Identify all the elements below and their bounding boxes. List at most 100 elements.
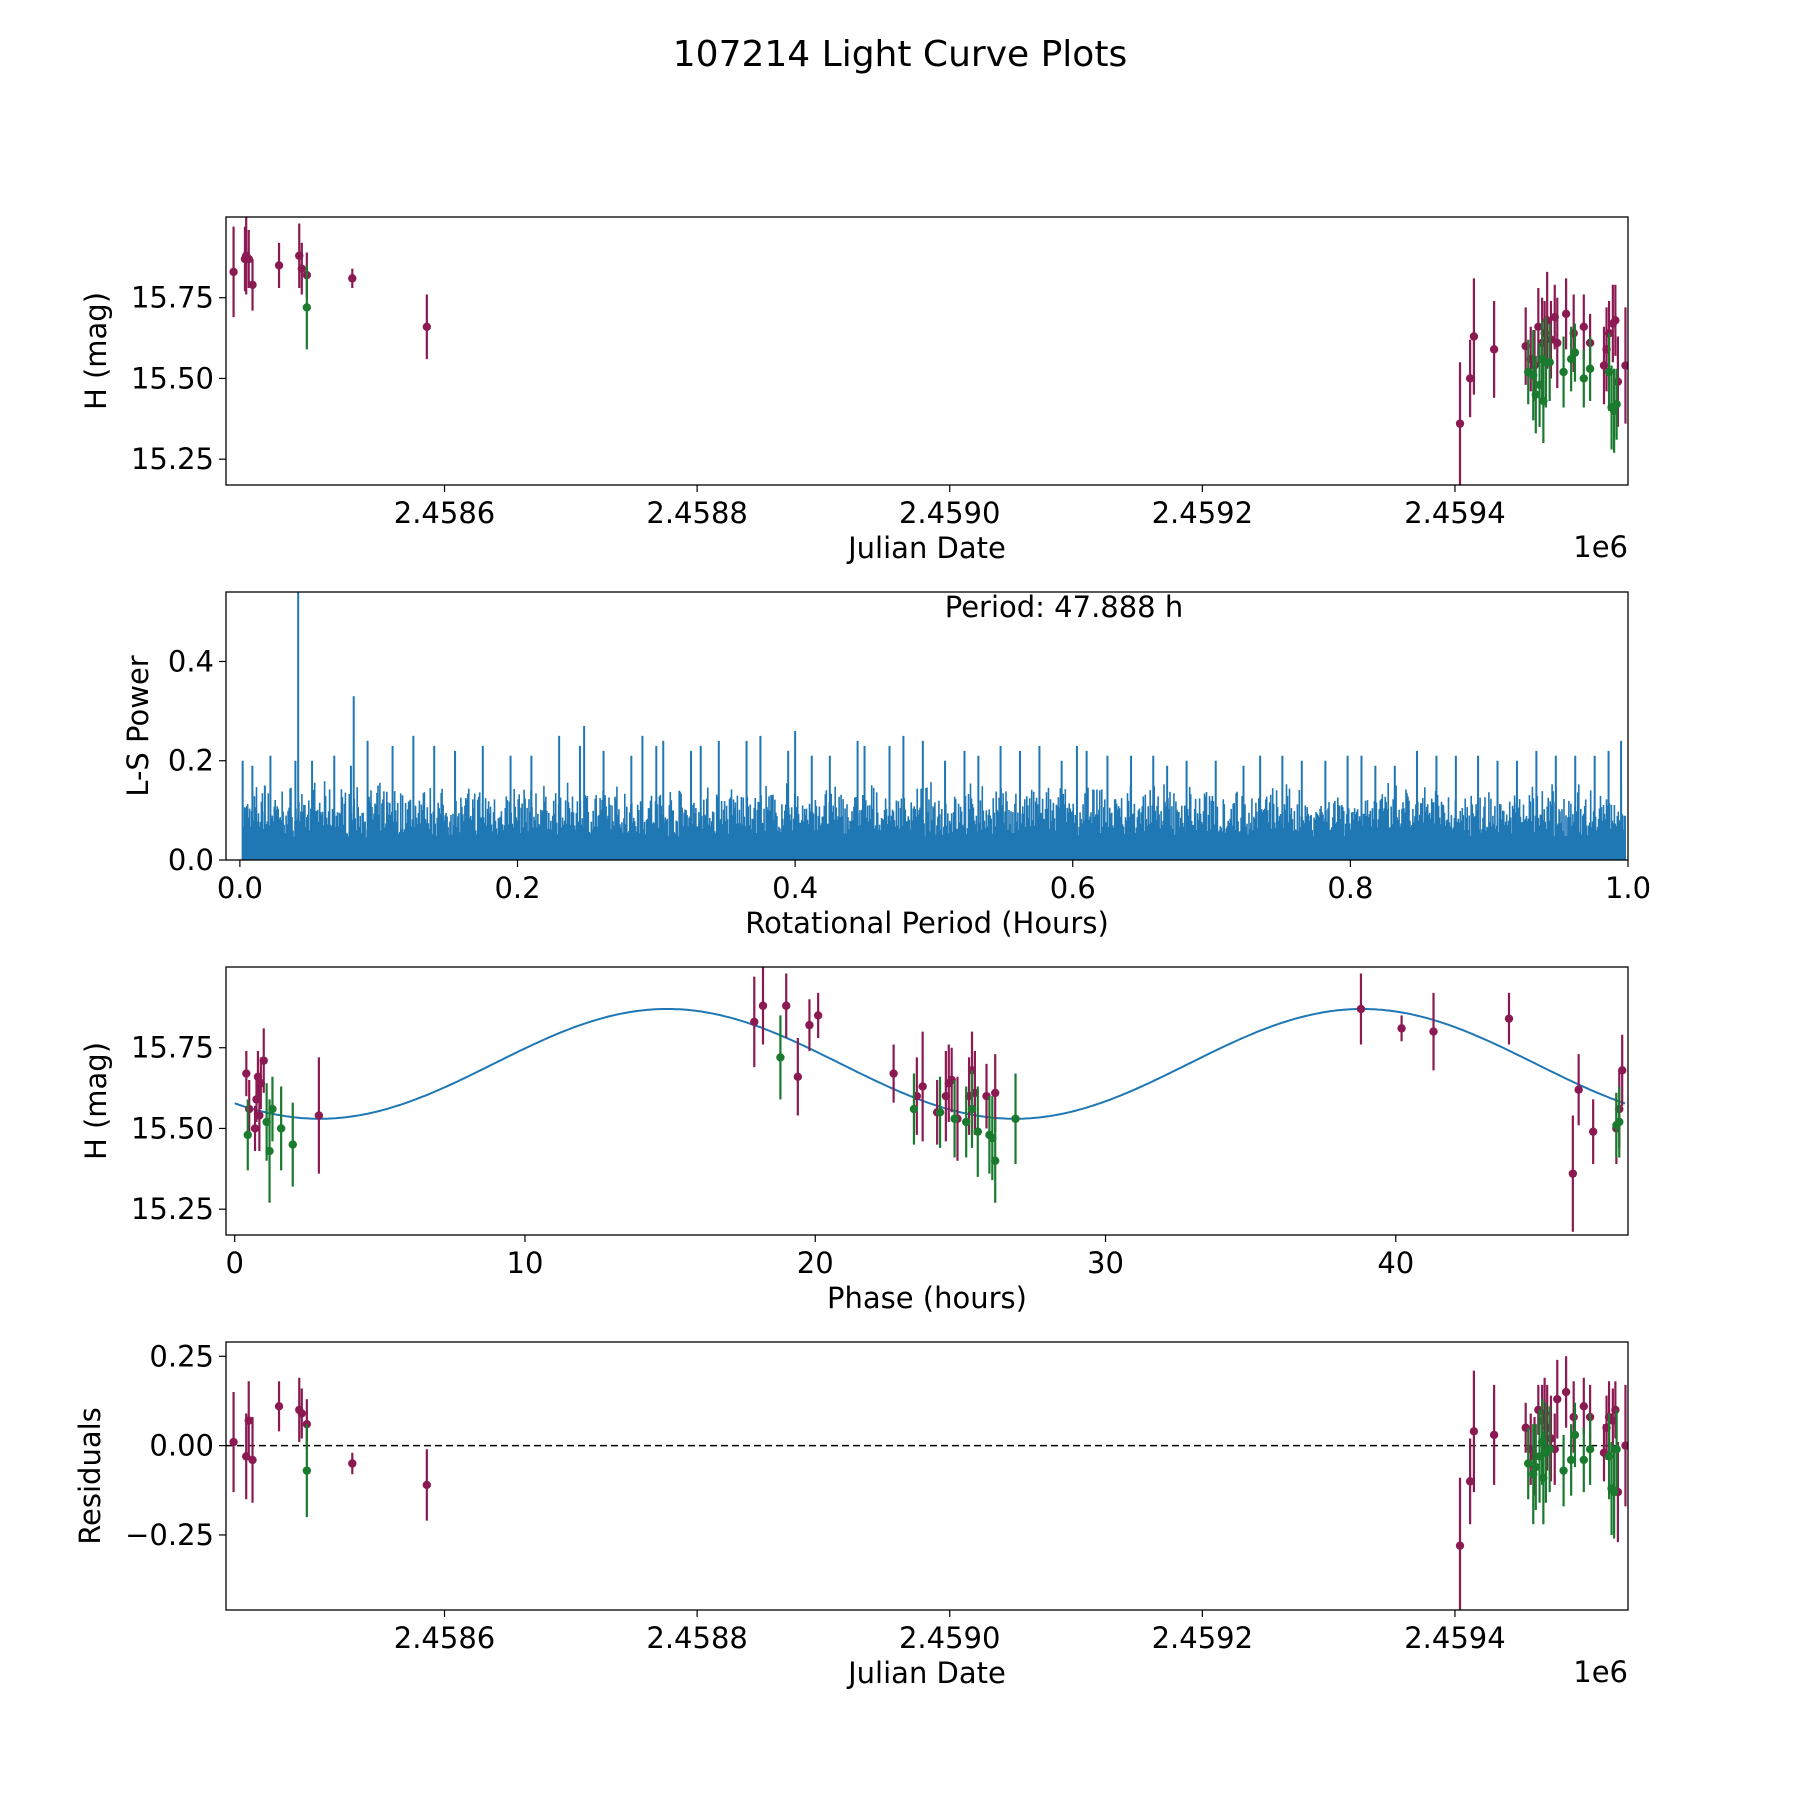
p2-x-tick-label: 0.2	[494, 871, 540, 905]
p3-point	[889, 1069, 898, 1078]
p3-point	[750, 1017, 759, 1027]
p4-point	[1465, 1477, 1475, 1486]
p1-point	[1469, 332, 1479, 341]
p2-y-tick-label: 0.0	[168, 843, 214, 877]
p4-point	[1611, 1405, 1620, 1415]
p1-point	[1585, 364, 1595, 373]
p4-point	[1469, 1427, 1479, 1436]
p4-point	[1579, 1402, 1588, 1411]
p1-point	[1465, 374, 1475, 383]
p1-point	[1489, 345, 1499, 354]
p3-point	[991, 1088, 1000, 1098]
p3-point	[967, 1104, 977, 1114]
p3-point	[758, 1001, 768, 1010]
p4-point	[1609, 1487, 1619, 1497]
p3-x-tick-label: 0	[225, 1246, 243, 1280]
p1-point	[1561, 309, 1571, 319]
panel-residuals: 2.4586 2.4588 2.4590 2.4592 2.4594 −0.25 0.00…	[73, 1339, 1629, 1690]
p1-x-ticks: 2.4586 2.4588 2.4590 2.4592 2.4594	[394, 485, 1506, 530]
p1-x-tick-label: 2.4590	[899, 496, 1000, 530]
p1-point	[348, 274, 357, 283]
p3-point	[1011, 1114, 1020, 1123]
p1-point	[302, 303, 312, 312]
p3-y-tick-label: 15.50	[131, 1111, 214, 1145]
p3-point	[259, 1056, 268, 1065]
p4-x-tick-label: 2.4588	[646, 1621, 747, 1655]
p3-x-tick-label: 20	[797, 1246, 834, 1280]
p4-point	[1621, 1441, 1628, 1450]
p4-y-ticks: −0.25 0.00 0.25	[125, 1339, 226, 1552]
p4-x-axis-label: Julian Date	[846, 1656, 1006, 1690]
p3-marks	[234, 967, 1627, 1232]
p3-point	[250, 1124, 260, 1133]
p3-point	[1504, 1014, 1514, 1023]
p2-x-tick-label: 0.0	[217, 871, 263, 905]
p4-point	[1524, 1459, 1533, 1468]
p1-point	[422, 322, 432, 331]
p4-point	[1545, 1445, 1554, 1454]
p3-point	[255, 1111, 264, 1120]
p4-point	[1579, 1455, 1588, 1465]
p2-spectrum-fill	[242, 837, 1626, 860]
p3-x-tick-label: 10	[507, 1246, 544, 1280]
p1-axes-frame	[225, 216, 1629, 486]
p1-y-tick-label: 15.25	[131, 442, 214, 476]
p3-point	[991, 1156, 1000, 1165]
p3-point	[1568, 1169, 1578, 1178]
p4-y-tick-label: 0.25	[149, 1339, 214, 1373]
p3-point	[1397, 1024, 1406, 1033]
p2-axes-frame	[225, 591, 1629, 861]
p1-point	[1553, 338, 1562, 348]
p3-x-tick-label: 30	[1087, 1246, 1124, 1280]
p3-y-ticks: 15.25 15.50 15.75	[131, 1031, 226, 1226]
p4-axes-frame	[225, 1341, 1629, 1611]
p1-point	[1570, 348, 1580, 357]
p4-point	[229, 1437, 238, 1447]
p3-point	[243, 1130, 252, 1140]
p1-y-ticks: 15.25 15.50 15.75	[131, 281, 226, 476]
p3-x-tick-label: 40	[1377, 1246, 1414, 1280]
p1-point	[1579, 374, 1588, 383]
p3-point	[813, 1011, 823, 1020]
p4-point	[1566, 1455, 1576, 1465]
p2-annotation: Period: 47.888 h	[945, 590, 1184, 624]
p3-point	[245, 1104, 254, 1114]
p4-point	[297, 1409, 306, 1418]
p2-x-axis-label: Rotational Period (Hours)	[745, 906, 1109, 940]
p3-y-tick-label: 15.75	[131, 1031, 214, 1065]
p2-x-tick-label: 0.6	[1050, 871, 1096, 905]
p3-point	[935, 1108, 945, 1117]
p1-point	[1545, 358, 1554, 367]
p1-x-axis-label: Julian Date	[846, 531, 1006, 565]
p2-y-tick-label: 0.4	[168, 644, 214, 678]
p3-point	[1356, 1004, 1366, 1014]
p1-marks	[229, 217, 1628, 485]
p3-point	[918, 1082, 927, 1091]
p3-point	[805, 1020, 814, 1030]
p1-point	[1621, 361, 1628, 370]
p2-x-tick-label: 0.8	[1327, 871, 1373, 905]
p1-point	[1455, 419, 1465, 428]
p3-point	[276, 1124, 286, 1133]
p2-y-tick-label: 0.2	[168, 744, 214, 778]
p1-x-tick-label: 2.4586	[394, 496, 495, 530]
p3-point	[1615, 1117, 1624, 1127]
p1-point	[1566, 354, 1576, 364]
p4-point	[422, 1480, 432, 1490]
p4-point	[1559, 1466, 1568, 1475]
p4-x-tick-label: 2.4586	[394, 1621, 495, 1655]
p2-x-tick-label: 0.4	[772, 871, 818, 905]
p3-point	[1574, 1085, 1583, 1094]
p3-point	[793, 1072, 803, 1081]
p4-point	[302, 1466, 312, 1475]
p1-point	[244, 254, 253, 264]
p3-point	[973, 1127, 982, 1136]
p4-point	[248, 1455, 257, 1465]
p4-point	[1612, 1445, 1621, 1454]
p3-point	[950, 1114, 959, 1123]
p2-y-axis-label: L-S Power	[121, 655, 155, 796]
p1-point	[229, 267, 238, 277]
p3-point	[961, 1117, 971, 1127]
